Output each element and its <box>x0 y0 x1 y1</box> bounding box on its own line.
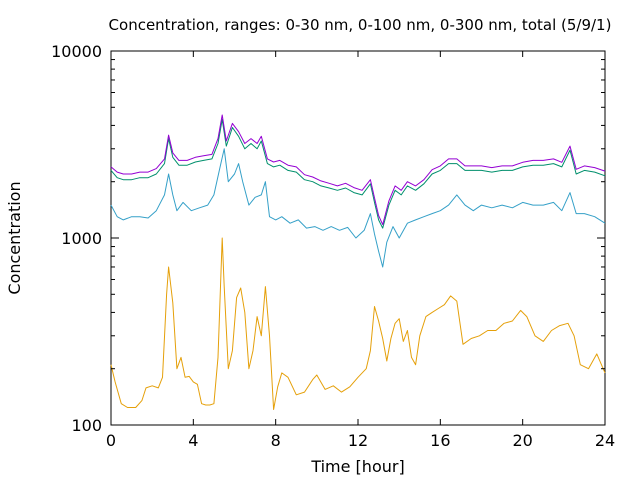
series-line-4 <box>110 114 606 226</box>
plot-frame <box>110 50 606 426</box>
series-line-3 <box>110 119 606 229</box>
x-tick-label: 12 <box>348 431 368 450</box>
y-tick-label: 10000 <box>51 42 102 61</box>
x-axis-title: Time [hour] <box>310 457 404 476</box>
y-tick-label: 100 <box>71 416 102 435</box>
series-layer <box>110 114 606 410</box>
y-axis: 100 1000 10000 <box>51 42 605 435</box>
x-tick-label: 0 <box>106 431 116 450</box>
x-tick-label: 20 <box>512 431 532 450</box>
plot-area <box>110 50 606 426</box>
y-tick-label: 1000 <box>61 229 102 248</box>
series-line-1 <box>110 237 606 410</box>
series-line-2 <box>110 148 606 268</box>
x-tick-label: 24 <box>595 431 615 450</box>
x-axis: 0 4 8 12 16 20 24 <box>106 51 615 450</box>
x-tick-label: 4 <box>188 431 198 450</box>
x-tick-label: 16 <box>430 431 450 450</box>
y-axis-title: Concentration <box>5 181 24 294</box>
chart-title: Concentration, ranges: 0-30 nm, 0-100 nm… <box>109 16 612 34</box>
x-tick-label: 8 <box>271 431 281 450</box>
